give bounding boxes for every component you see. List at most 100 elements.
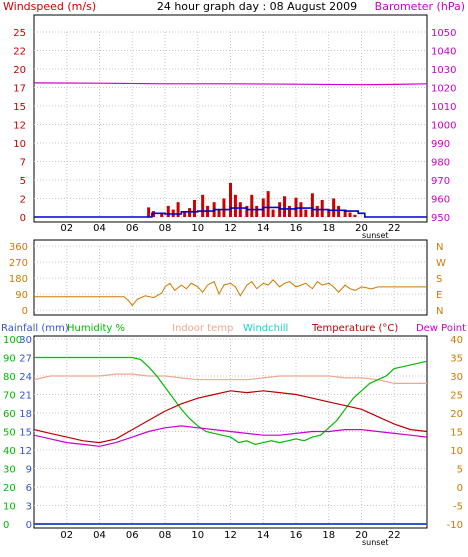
windspeed-bar [304,209,308,217]
windspeed-bar [245,205,249,217]
barometer-tick-label: 1010 [431,102,456,113]
windspeed-bar [176,202,180,217]
rainfall-tick-label: 0 [26,520,32,531]
x-tick-label: 04 [93,530,106,541]
temperature-tick-label: -10 [447,520,463,531]
windspeed-bar [229,182,232,217]
windspeed-bar [250,194,254,217]
humidity-tick-label: 0 [3,520,9,531]
x-tick-label: 18 [322,223,335,234]
direction-tick-label: 360 [9,242,28,253]
windspeed-bar [310,193,314,217]
wind-tick-label: 7 [20,158,26,169]
rainfall-tick-label: 6 [26,483,32,494]
x-tick-label: 02 [60,530,73,541]
wind-direction-line [34,279,427,307]
x-tick-label: 14 [257,223,270,234]
wind-tick-label: 15 [13,102,26,113]
compass-tick-label: S [436,274,442,285]
windspeed-bar [348,212,352,217]
barometer-tick-label: 960 [431,195,450,206]
x-tick-label: 20 [355,223,368,234]
humidity-tick-label: 50 [3,428,16,439]
humidity-tick-label: 40 [3,446,16,457]
barometer-tick-label: 1040 [431,47,456,58]
wind-tick-label: 0 [20,213,26,224]
right-axis-title: Barometer (hPa) [375,0,465,13]
windspeed-bar [283,196,287,217]
windspeed-bar [353,214,357,217]
temperature-tick-label: 0 [457,483,463,494]
humidity-tick-label: 100 [3,335,22,346]
direction-tick-label: 0 [22,306,28,317]
direction-tick-label: 90 [15,290,28,301]
windspeed-bar [343,209,347,217]
barometer-tick-label: 980 [431,158,450,169]
rainfall-tick-label: 18 [19,409,32,420]
barometer-line [33,82,428,86]
legend-rainfall: Rainfall (mm) [1,323,69,334]
x-tick-label: 20 [355,530,368,541]
wind-average-line [34,206,427,218]
temperature-tick-label: -5 [453,502,463,513]
x-tick-label: 04 [93,223,106,234]
rainfall-tick-label: 27 [19,354,32,365]
wind-tick-label: 5 [20,176,26,187]
x-tick-label: 12 [224,530,237,541]
temperature-tick-label: 20 [450,409,463,420]
chart-title: 24 hour graph day : 08 August 2009 [157,0,357,13]
chart-marks [33,82,428,525]
humidity-tick-label: 80 [3,372,16,383]
barometer-tick-label: 1020 [431,84,456,95]
rainfall-tick-label: 21 [19,391,32,402]
x-tick-label: 08 [159,530,172,541]
windspeed-bar [299,202,303,217]
compass-tick-label: E [436,290,442,301]
legend-windchill: Windchill [243,323,288,334]
left-axis-title: Windspeed (m/s) [3,0,96,13]
sunset-label-bottom: sunset [362,538,389,547]
indoor-temp-line [33,373,427,384]
wind-tick-label: 10 [13,139,26,150]
wind-tick-label: 22 [13,47,26,58]
windspeed-bar [320,199,324,217]
windspeed-bar [160,213,164,217]
humidity-line [34,356,428,446]
x-tick-label: 06 [126,223,139,234]
x-tick-label: 18 [322,530,335,541]
temperature-tick-label: 40 [450,335,463,346]
rainfall-tick-label: 9 [26,465,32,476]
x-tick-label: 16 [290,530,303,541]
dew-point-line [33,425,428,447]
wind-tick-label: 20 [13,65,26,76]
humidity-tick-label: 70 [3,391,16,402]
windspeed-bar [238,202,242,217]
windspeed-bar [337,205,341,217]
humidity-tick-label: 60 [3,409,16,420]
windspeed-bar [201,194,205,217]
barometer-tick-label: 990 [431,139,450,150]
temperature-tick-label: 25 [450,391,463,402]
windspeed-bar [217,209,221,217]
barometer-tick-label: 970 [431,176,450,187]
windspeed-bar [266,191,270,217]
humidity-tick-label: 10 [3,502,16,513]
temperature-tick-label: 5 [457,465,463,476]
temperature-tick-label: 15 [450,428,463,439]
x-tick-label: 16 [290,223,303,234]
x-tick-label: 06 [126,530,139,541]
windspeed-bar [332,198,336,217]
direction-tick-label: 180 [9,274,28,285]
axis-labels: 0257101215172022259509609709809901000101… [3,28,463,541]
barometer-tick-label: 1050 [431,28,456,39]
rainfall-tick-label: 24 [19,372,32,383]
temperature-tick-label: 35 [450,354,463,365]
windspeed-bar [271,209,275,217]
temperature-tick-label: 10 [450,446,463,457]
barometer-tick-label: 1000 [431,121,456,132]
x-tick-label: 10 [191,530,204,541]
compass-tick-label: W [436,258,446,269]
x-tick-label: 08 [159,223,172,234]
x-tick-label: 14 [257,530,270,541]
